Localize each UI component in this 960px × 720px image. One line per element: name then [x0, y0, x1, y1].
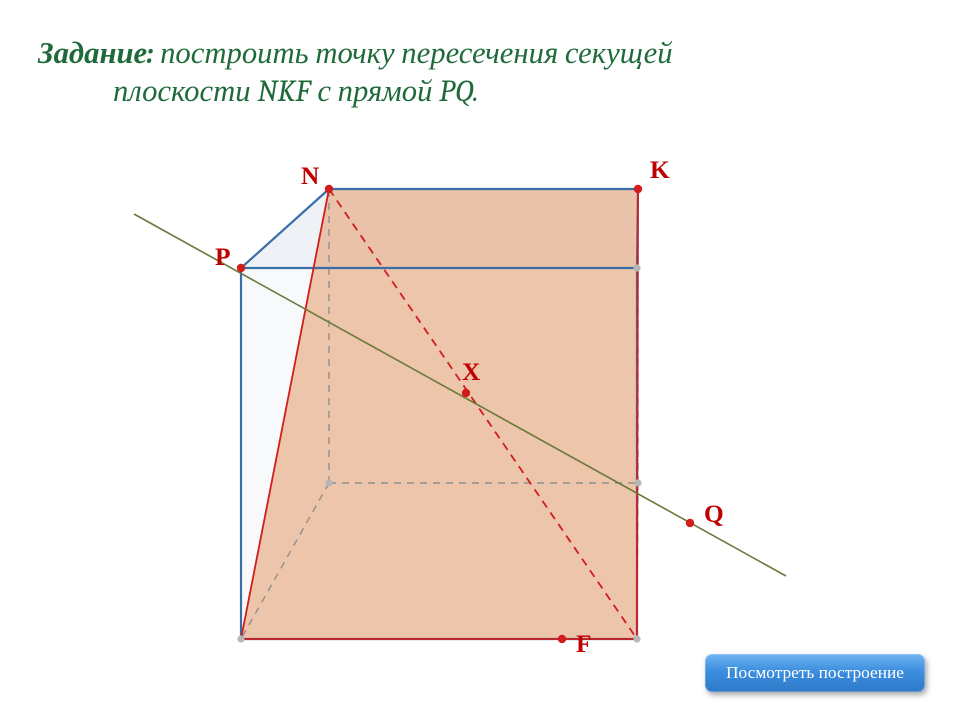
point-label-X: X [462, 358, 480, 387]
point-label-N: N [301, 162, 319, 191]
show-construction-button[interactable]: Посмотреть построение [705, 654, 925, 692]
point-label-P: P [215, 243, 230, 272]
point-label-Q: Q [704, 500, 724, 529]
point-label-K: K [650, 156, 670, 185]
point-label-F: F [576, 630, 591, 659]
